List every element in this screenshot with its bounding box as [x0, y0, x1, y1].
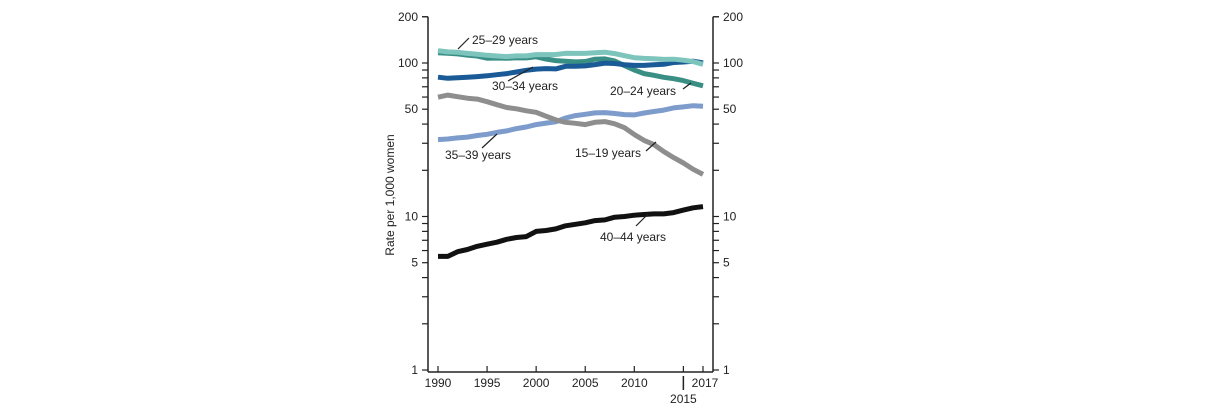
label-leader-line [635, 213, 649, 227]
series-line-2529 [437, 48, 704, 67]
y-tick-label-right: 200 [723, 10, 743, 24]
series-label: 20–24 years [610, 84, 676, 98]
y-tick-label-left: 5 [411, 256, 418, 270]
x-tick-label: 1995 [474, 376, 501, 390]
series-line-4044 [438, 204, 704, 259]
series-label: 40–44 years [600, 230, 666, 244]
series-label: 30–34 years [492, 79, 558, 93]
x-tick-label: 2015 [670, 392, 697, 406]
y-tick-label-right: 10 [723, 210, 737, 224]
x-tick-label: 1990 [425, 376, 452, 390]
axes: 1 1 5 5 10 10 50 50 100 100 200 200 1990 1995 2000 2005… [398, 10, 743, 406]
y-tick-label-left: 50 [405, 102, 419, 116]
series-label: 35–39 years [445, 148, 511, 162]
y-axis-label: Rate per 1,000 women [383, 134, 397, 255]
x-tick-label: 2017 [692, 376, 719, 390]
series-label: 25–29 years [472, 33, 538, 47]
y-tick-label-right: 5 [723, 256, 730, 270]
label-leader-line [481, 133, 498, 149]
y-tick-label-right: 1 [723, 363, 730, 377]
label-leader-line [457, 37, 470, 50]
y-tick-label-right: 50 [723, 102, 737, 116]
series-labels: 15–19 years 20–24 years 25–29 years 30–34 y… [445, 33, 692, 244]
series-line-3539 [437, 103, 704, 143]
y-tick-label-left: 1 [411, 363, 418, 377]
x-tick-label: 2010 [621, 376, 648, 390]
series-lines [437, 48, 705, 259]
y-tick-label-left: 10 [405, 210, 419, 224]
y-tick-label-left: 100 [398, 56, 418, 70]
x-tick-label: 2000 [523, 376, 550, 390]
label-leader-line [682, 82, 692, 90]
series-line-1519 [437, 92, 705, 177]
y-tick-label-left: 200 [398, 10, 418, 24]
label-leader-line [507, 66, 534, 82]
series-label: 15–19 years [575, 146, 641, 160]
label-leader-line [645, 141, 657, 152]
series-line-3034 [437, 58, 704, 81]
x-tick-label: 2005 [572, 376, 599, 390]
y-tick-label-right: 100 [723, 56, 743, 70]
